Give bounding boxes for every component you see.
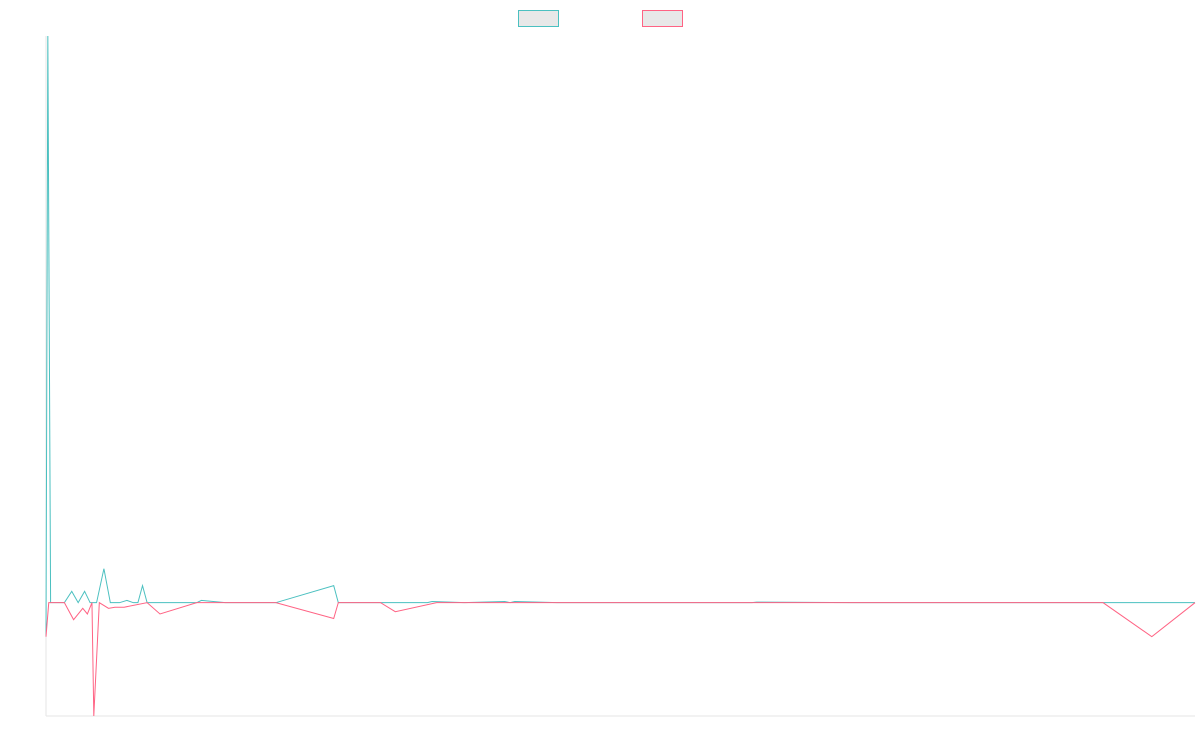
legend xyxy=(518,10,683,27)
series-line-2 xyxy=(45,601,1196,717)
series-layer xyxy=(45,35,1196,717)
axes xyxy=(45,36,1195,717)
legend-swatch-2[interactable] xyxy=(642,10,683,27)
legend-swatch-1[interactable] xyxy=(518,10,559,27)
series-line-1 xyxy=(45,35,1195,637)
